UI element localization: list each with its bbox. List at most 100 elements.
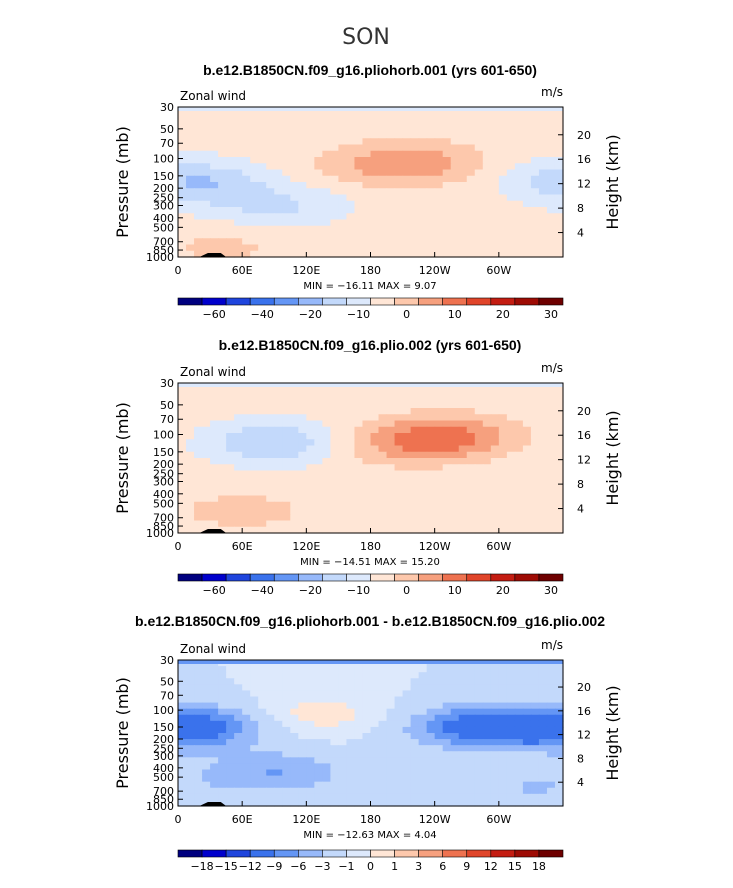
field-cell (274, 188, 283, 196)
field-cell (266, 470, 275, 478)
field-cell (226, 119, 235, 127)
field-cell (522, 125, 532, 133)
field-cell (370, 433, 380, 440)
field-cell (306, 678, 315, 685)
field-cell (394, 799, 404, 807)
field-cell (330, 702, 340, 710)
field-cell (178, 213, 187, 221)
field-cell (338, 244, 348, 252)
field-cell (186, 132, 195, 139)
field-cell (378, 666, 388, 673)
field-cell (474, 238, 484, 246)
field-cell (522, 726, 532, 734)
x-tick-label: 180 (360, 813, 381, 826)
field-cell (538, 781, 548, 789)
field-cell (546, 672, 556, 679)
field-cell (330, 113, 340, 121)
field-cell (218, 514, 227, 522)
field-cell (426, 781, 436, 789)
field-cell (210, 219, 219, 227)
field-cell (362, 219, 372, 227)
field-cell (218, 250, 227, 258)
field-cell (498, 414, 508, 422)
field-cell (338, 775, 348, 783)
field-cell (290, 464, 299, 472)
field-cell (474, 395, 484, 403)
field-cell (354, 714, 364, 722)
field-cell (466, 489, 476, 497)
field-cell (426, 420, 436, 428)
field-cell (402, 426, 412, 434)
field-cell (250, 501, 259, 509)
field-cell (434, 666, 444, 673)
field-cell (370, 476, 380, 484)
field-cell (346, 395, 356, 403)
field-cell (186, 119, 195, 127)
height-tick-label: 12 (577, 178, 591, 191)
field-cell (330, 489, 340, 497)
field-cell (394, 408, 404, 415)
field-cell (298, 458, 307, 465)
field-cell (362, 395, 372, 403)
field-cell (506, 238, 516, 246)
field-cell (322, 526, 331, 534)
field-cell (506, 708, 516, 716)
y-tick-label: 300 (153, 199, 174, 212)
field-cell (346, 702, 356, 710)
field-cell (234, 163, 243, 171)
field-cell (402, 508, 412, 515)
field-cell (314, 414, 323, 422)
field-cell (186, 232, 195, 239)
field-cell (322, 225, 331, 233)
field-cell (218, 408, 227, 415)
height-tick-label: 4 (577, 227, 584, 240)
field-cell (194, 714, 203, 722)
field-cell (266, 745, 275, 752)
field-cell (506, 702, 516, 710)
field-cell (530, 464, 540, 472)
field-cell (546, 708, 556, 716)
field-cell (506, 244, 516, 252)
x-tick-label: 120E (292, 540, 320, 553)
field-cell (250, 726, 259, 734)
field-cell (258, 451, 267, 459)
field-cell (242, 138, 251, 146)
field-cell (362, 138, 372, 146)
field-cell (338, 483, 348, 490)
field-cell (202, 514, 211, 522)
field-cell (226, 751, 235, 758)
field-cell (394, 501, 404, 509)
field-cell (554, 433, 564, 440)
field-cell (234, 684, 243, 692)
field-cell (218, 745, 227, 752)
field-cell (506, 420, 516, 428)
field-cell (498, 739, 508, 746)
field-cell (282, 489, 291, 497)
field-cell (210, 508, 219, 515)
field-cell (434, 244, 444, 252)
field-cell (394, 119, 404, 127)
field-cell (514, 169, 524, 177)
field-cell (522, 458, 532, 465)
field-cell (506, 775, 516, 783)
field-cell (498, 483, 508, 490)
field-cell (482, 163, 492, 171)
y-tick-label: 200 (153, 458, 174, 471)
field-cell (522, 751, 532, 758)
field-cell (554, 219, 564, 227)
field-cell (386, 514, 396, 522)
field-cell (466, 163, 476, 171)
field-cell (426, 169, 436, 177)
field-cell (386, 464, 396, 472)
field-cell (258, 200, 267, 208)
field-cell (418, 702, 428, 710)
field-cell (482, 445, 492, 453)
field-cell (378, 219, 388, 227)
field-cell (290, 401, 299, 409)
height-tick-label: 16 (577, 429, 591, 442)
field-cell (450, 495, 460, 503)
field-cell (266, 408, 275, 415)
field-cell (506, 188, 516, 196)
field-cell (290, 470, 299, 478)
field-cell (274, 739, 283, 746)
